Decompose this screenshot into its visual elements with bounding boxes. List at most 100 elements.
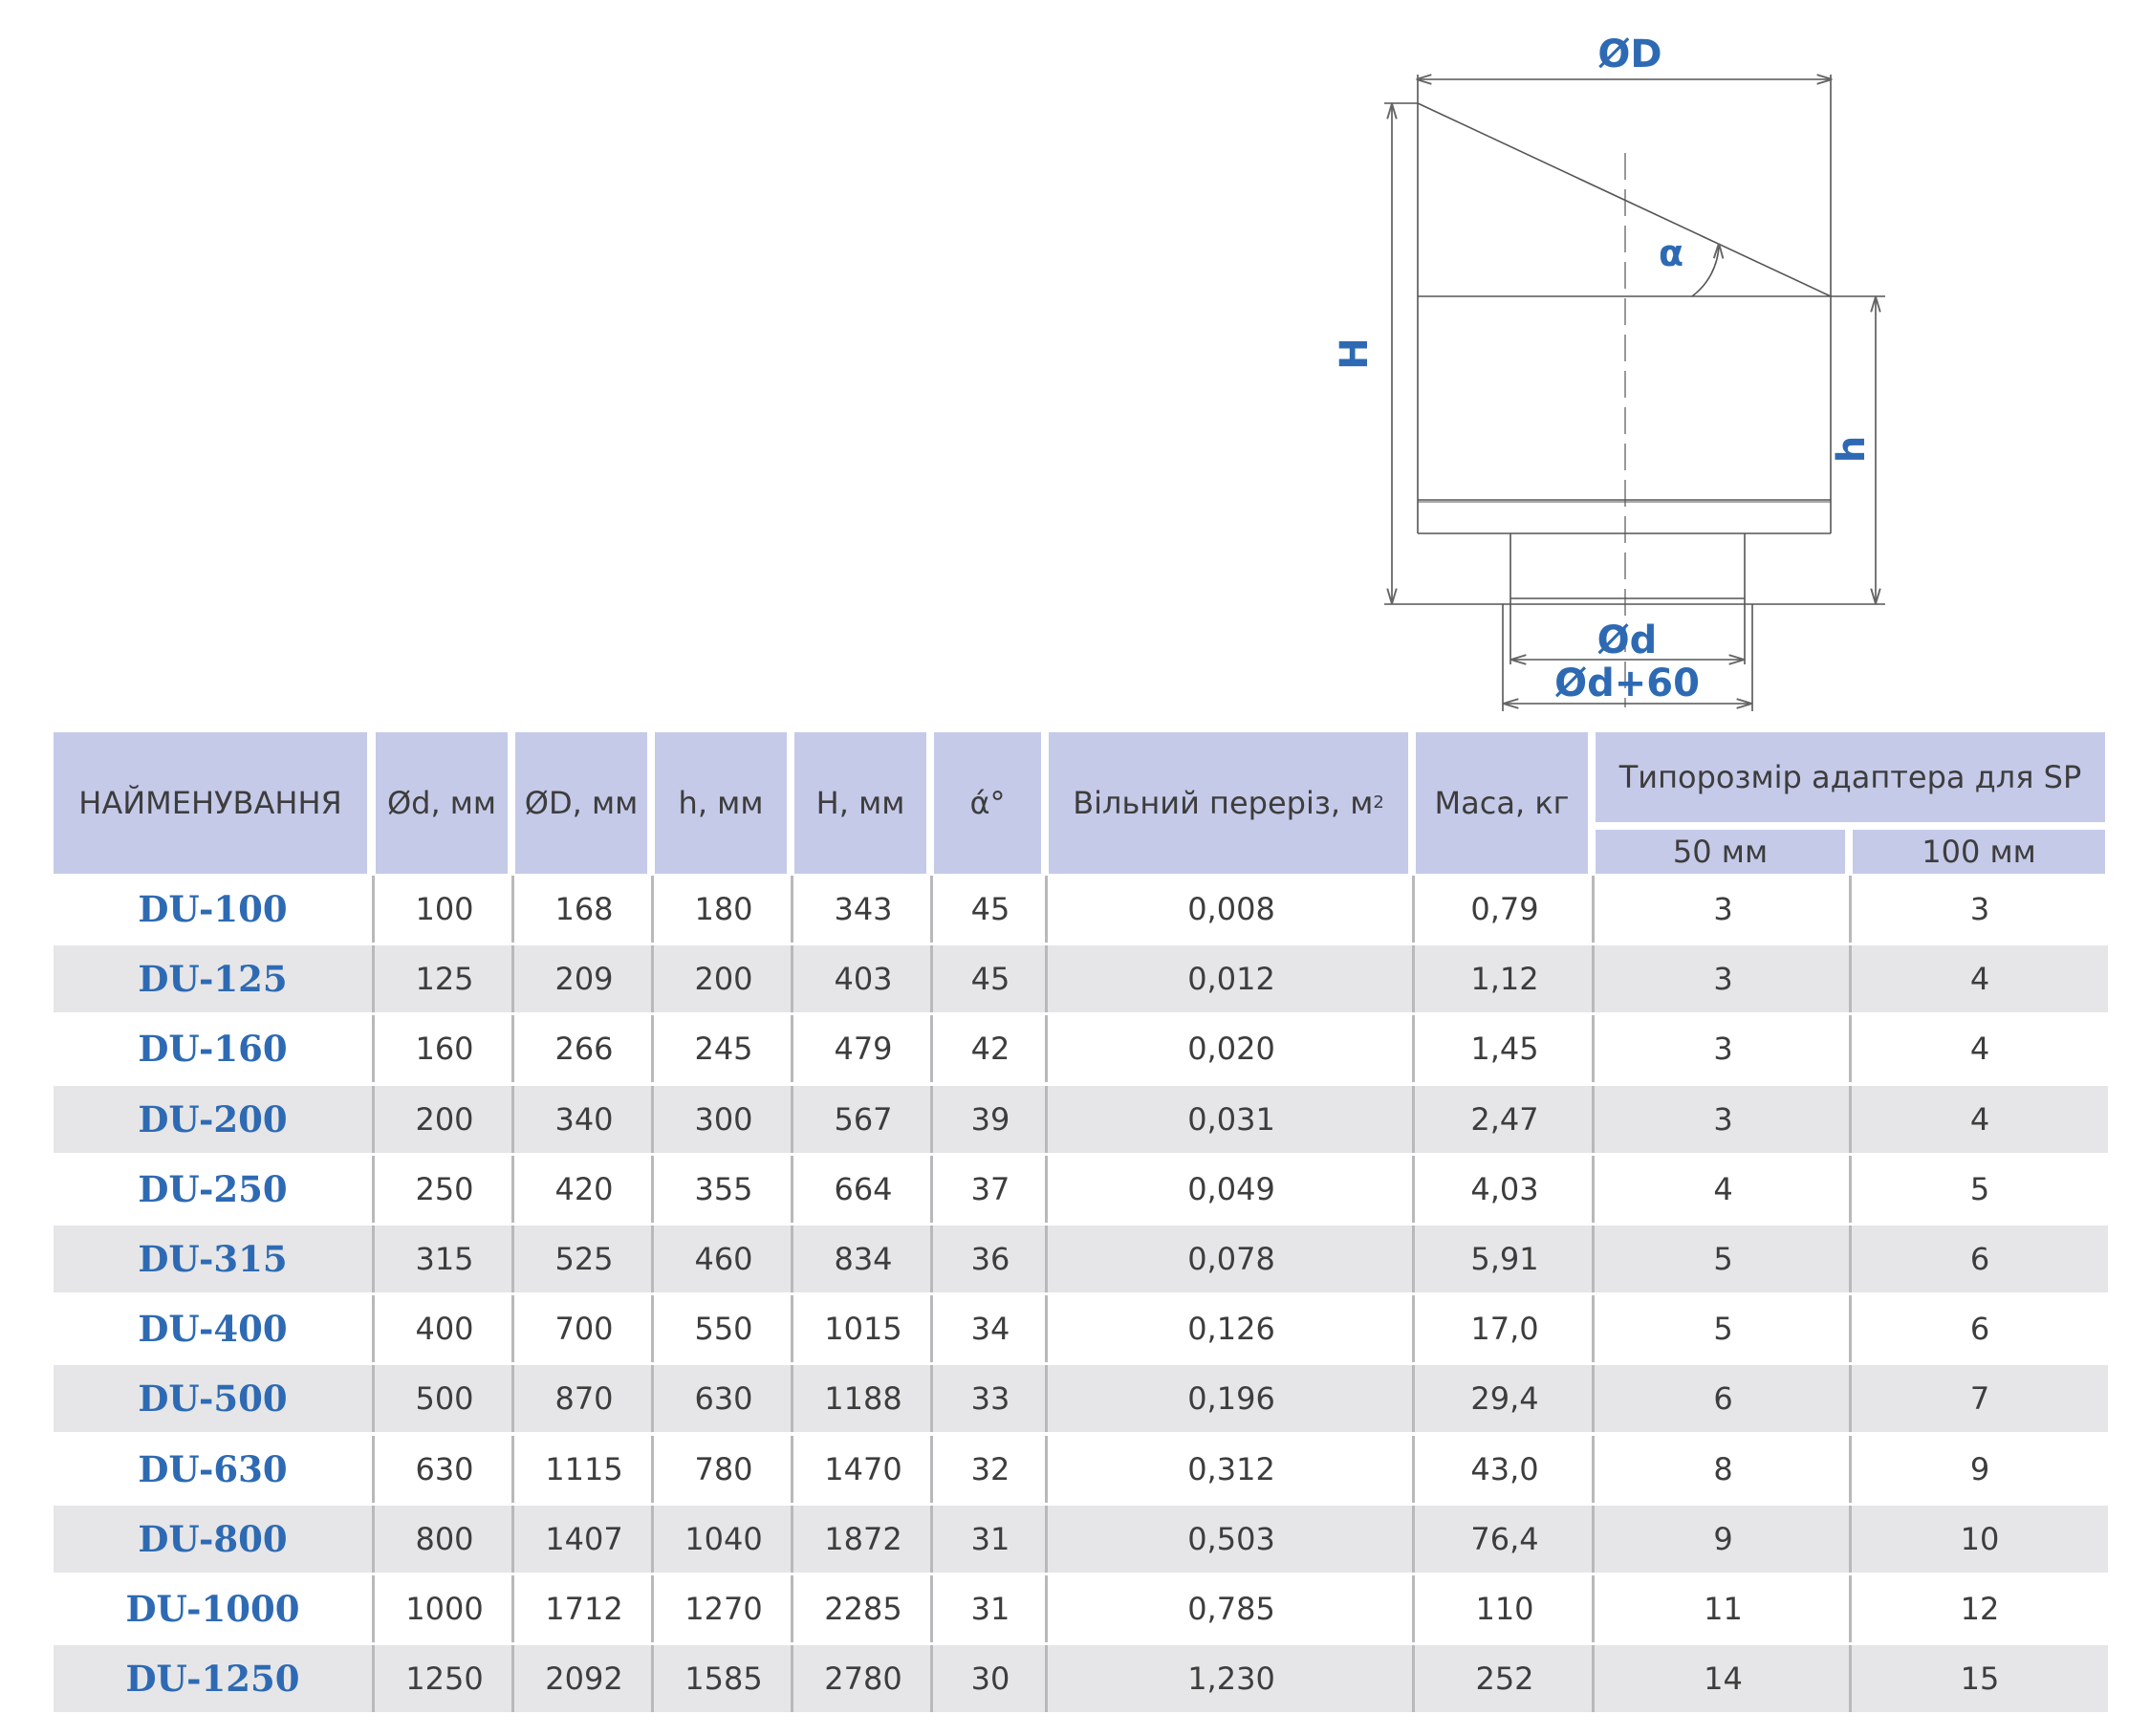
cell-h: 630: [651, 1365, 793, 1433]
cell-D: 340: [511, 1085, 654, 1153]
cell-h: 460: [651, 1226, 793, 1292]
header-free-section-label: Вільний переріз, м: [1073, 785, 1374, 821]
cell-H: 834: [791, 1226, 933, 1292]
cell-free: 0,196: [1045, 1365, 1415, 1433]
header-mass: Маса, кг: [1416, 732, 1588, 874]
cell-name: DU-1250: [54, 1645, 372, 1713]
cell-a100: 10: [1849, 1505, 2108, 1573]
cell-a50: 9: [1592, 1505, 1852, 1573]
cell-a50: 4: [1592, 1155, 1852, 1223]
cell-free: 0,785: [1045, 1575, 1415, 1642]
cell-a100: 4: [1849, 1085, 2108, 1153]
cell-name: DU-400: [138, 1308, 288, 1351]
cell-alpha: 34: [930, 1295, 1048, 1363]
cell-H: 343: [791, 876, 933, 943]
cell-a50: 3: [1592, 945, 1852, 1013]
table-row: DU-1250 1250 2092 1585 2780 30 1,230 252 14 15: [54, 1645, 2108, 1713]
cell-a50: 5: [1592, 1226, 1852, 1292]
cell-name: DU-630: [138, 1447, 288, 1490]
label-angle: α: [1659, 232, 1683, 274]
cell-d: 630: [372, 1435, 514, 1503]
table-row: DU-1000 1000 1712 1270 2285 31 0,785 110 11 12: [54, 1575, 2108, 1642]
cell-d: 800: [372, 1505, 514, 1573]
cell-a50: 3: [1592, 1015, 1852, 1083]
header-d: Ød, мм: [376, 732, 508, 874]
cell-mass: 1,45: [1412, 1015, 1595, 1083]
cell-free: 0,503: [1045, 1505, 1415, 1573]
cell-alpha: 37: [930, 1155, 1048, 1223]
cell-H: 479: [791, 1015, 933, 1083]
cell-free: 0,312: [1045, 1435, 1415, 1503]
cell-d: 1000: [372, 1575, 514, 1642]
cell-mass: 76,4: [1412, 1505, 1595, 1573]
cell-mass: 4,03: [1412, 1155, 1595, 1223]
cell-mass: 29,4: [1412, 1365, 1595, 1433]
header-H: H, мм: [794, 732, 926, 874]
cell-free: 0,012: [1045, 945, 1415, 1013]
cell-alpha: 31: [930, 1505, 1048, 1573]
cell-H: 2285: [791, 1575, 933, 1642]
table-row: DU-630 630 1115 780 1470 32 0,312 43,0 8 9: [54, 1435, 2108, 1503]
table-row: DU-125 125 209 200 403 45 0,012 1,12 3 4: [54, 945, 2108, 1013]
cell-mass: 2,47: [1412, 1085, 1595, 1153]
cell-name: DU-125: [54, 945, 372, 1013]
table-row: DU-160 160 266 245 479 42 0,020 1,45 3 4: [54, 1015, 2108, 1083]
cell-D: 1115: [511, 1435, 654, 1503]
cell-alpha: 31: [930, 1575, 1048, 1642]
cell-free: 0,031: [1045, 1085, 1415, 1153]
label-outer-diameter: ØD: [1597, 33, 1661, 76]
header-adapter-100: 100 мм: [1853, 830, 2105, 874]
cell-h: 200: [651, 945, 793, 1013]
cell-free: 0,049: [1045, 1155, 1415, 1223]
cell-d: 160: [372, 1015, 514, 1083]
cell-d: 125: [372, 945, 514, 1013]
label-inner-diameter: Ød: [1597, 618, 1658, 662]
cell-alpha: 42: [930, 1015, 1048, 1083]
cell-h: 780: [651, 1435, 793, 1503]
cell-name: DU-500: [54, 1365, 372, 1433]
cell-free: 0,020: [1045, 1015, 1415, 1083]
cell-free: 1,230: [1045, 1645, 1415, 1713]
cell-d: 315: [372, 1226, 514, 1292]
table-row: DU-200 200 340 300 567 39 0,031 2,47 3 4: [54, 1085, 2108, 1153]
cell-d: 500: [372, 1365, 514, 1433]
cell-H: 1015: [791, 1295, 933, 1363]
cell-D: 525: [511, 1226, 654, 1292]
cell-mass: 252: [1412, 1645, 1595, 1713]
cell-alpha: 39: [930, 1085, 1048, 1153]
cell-a100: 5: [1849, 1155, 2108, 1223]
cell-d: 200: [372, 1085, 514, 1153]
cell-h: 355: [651, 1155, 793, 1223]
table-row: DU-250 250 420 355 664 37 0,049 4,03 4 5: [54, 1155, 2108, 1223]
cell-D: 266: [511, 1015, 654, 1083]
label-body-height: h: [1830, 436, 1874, 463]
cell-d: 1250: [372, 1645, 514, 1713]
header-h: h, мм: [655, 732, 787, 874]
table-row: DU-500 500 870 630 1188 33 0,196 29,4 6 7: [54, 1365, 2108, 1433]
cell-H: 1872: [791, 1505, 933, 1573]
cell-mass: 43,0: [1412, 1435, 1595, 1503]
cell-a100: 6: [1849, 1226, 2108, 1292]
table-row: DU-100 100 168 180 343 45 0,008 0,79 3 3: [54, 876, 2108, 943]
cell-mass: 0,79: [1412, 876, 1595, 943]
cell-D: 1407: [511, 1505, 654, 1573]
cell-D: 700: [511, 1295, 654, 1363]
cell-H: 567: [791, 1085, 933, 1153]
cell-name: DU-800: [54, 1505, 372, 1573]
cell-h: 550: [651, 1295, 793, 1363]
header-adapter-50: 50 мм: [1596, 830, 1845, 874]
cell-a100: 15: [1849, 1645, 2108, 1713]
header-alpha: ά°: [934, 732, 1041, 874]
cell-a100: 12: [1849, 1575, 2108, 1642]
cell-H: 664: [791, 1155, 933, 1223]
table-row: DU-400 400 700 550 1015 34 0,126 17,0 5 6: [54, 1295, 2108, 1363]
cell-a100: 6: [1849, 1295, 2108, 1363]
cell-d: 400: [372, 1295, 514, 1363]
cell-mass: 17,0: [1412, 1295, 1595, 1363]
cell-h: 245: [651, 1015, 793, 1083]
cell-H: 403: [791, 945, 933, 1013]
cell-h: 1585: [651, 1645, 793, 1713]
cell-free: 0,008: [1045, 876, 1415, 943]
cell-D: 209: [511, 945, 654, 1013]
header-D: ØD, мм: [515, 732, 647, 874]
